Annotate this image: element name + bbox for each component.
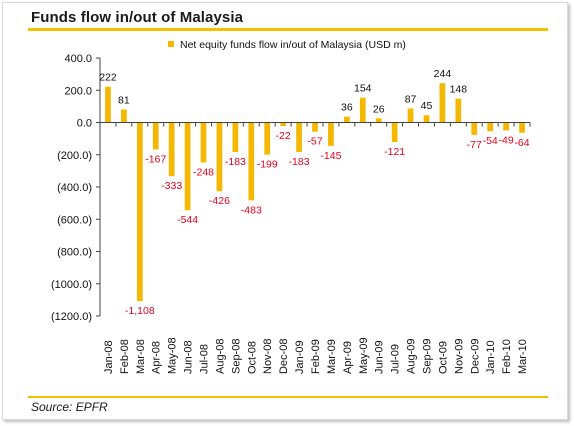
y-tick-label: (200.0): [57, 150, 92, 162]
data-label: -22: [276, 130, 291, 142]
x-tick-label: Jun-09: [374, 340, 386, 374]
x-tick-label: Jan-08: [103, 340, 115, 374]
bar: [280, 122, 287, 127]
bar: [312, 122, 318, 132]
data-label: -544: [177, 214, 198, 226]
bar: [121, 109, 127, 123]
x-tick-label: Jan-10: [485, 340, 497, 374]
x-tick-label: Aug-08: [214, 339, 226, 374]
data-label: -77: [467, 139, 482, 151]
x-tick-label: Oct-09: [437, 341, 449, 374]
data-label: -1,108: [125, 305, 155, 317]
x-tick-label: Feb-09: [310, 339, 322, 374]
x-tick-label: Sep-08: [230, 339, 242, 374]
data-label: -333: [161, 180, 182, 192]
data-label: -64: [514, 137, 529, 149]
data-label: -54: [483, 135, 498, 147]
x-tick-label: Feb-08: [119, 339, 131, 374]
title-divider: [28, 28, 548, 31]
x-tick-label: Jan-09: [294, 340, 306, 374]
x-tick-label: Aug-09: [406, 339, 418, 374]
bar: [248, 122, 255, 201]
x-tick-label: Nov-09: [453, 339, 465, 374]
data-label: -248: [193, 166, 214, 178]
bar: [519, 122, 525, 133]
bar: [503, 122, 509, 131]
data-label: 148: [450, 84, 468, 96]
bar: [264, 122, 271, 155]
y-tick-label: (1000.0): [51, 279, 92, 291]
x-tick-label: Jun-08: [183, 340, 195, 374]
x-tick-label: Jul-08: [199, 344, 211, 374]
bar: [407, 108, 414, 123]
x-tick-label: May-09: [358, 337, 370, 374]
x-tick-label: May-08: [167, 337, 179, 374]
bar: [168, 122, 175, 177]
data-label: -167: [145, 153, 166, 165]
bar: [216, 122, 223, 192]
data-label: 222: [99, 72, 117, 84]
bar: [296, 122, 302, 153]
y-tick-label: (600.0): [57, 214, 92, 226]
data-label: -121: [384, 146, 405, 158]
data-label: -57: [307, 136, 322, 148]
bar: [423, 115, 430, 123]
bar: [391, 122, 398, 143]
y-tick-label: 200.0: [64, 85, 92, 97]
bar: [343, 116, 350, 123]
page-title: Funds flow in/out of Malaysia: [31, 9, 244, 26]
chart-frame: [2, 2, 568, 420]
bar: [232, 122, 239, 153]
data-label: -49: [499, 134, 514, 146]
data-label: 45: [421, 100, 433, 112]
data-label: -199: [257, 159, 278, 171]
data-label: 81: [118, 94, 130, 106]
x-tick-label: Mar-08: [135, 339, 147, 374]
data-label: 26: [373, 103, 385, 115]
bar: [439, 83, 446, 123]
bar: [152, 122, 159, 150]
bar: [471, 122, 478, 135]
x-tick-label: Apr-09: [342, 341, 354, 374]
data-label: -145: [320, 150, 341, 162]
x-tick-label: Apr-08: [151, 341, 163, 374]
data-label: -483: [241, 204, 262, 216]
x-tick-label: Sep-09: [421, 339, 433, 374]
bar: [136, 122, 143, 302]
x-tick-label: Nov-08: [262, 339, 274, 374]
x-tick-label: Dec-08: [278, 339, 290, 374]
bar: [328, 122, 334, 146]
x-tick-label: Dec-09: [469, 339, 481, 374]
x-tick-label: Mar-10: [517, 339, 529, 374]
y-tick-label: (800.0): [57, 247, 92, 259]
data-label: 244: [434, 68, 452, 80]
x-tick-label: Mar-09: [326, 339, 338, 374]
source-note: Source: EPFR: [31, 400, 108, 414]
bar: [105, 86, 111, 123]
y-tick-label: 0.0: [77, 118, 92, 130]
data-label: -183: [225, 156, 246, 168]
y-tick-label: 400.0: [64, 53, 92, 65]
x-tick-label: Feb-10: [501, 339, 513, 374]
bar: [200, 122, 207, 163]
bar: [487, 122, 494, 132]
data-label: 154: [354, 83, 372, 95]
data-label: 87: [405, 93, 417, 105]
x-tick-label: Jul-09: [390, 344, 402, 374]
legend-swatch: [168, 41, 174, 47]
bar: [375, 118, 382, 123]
y-tick-label: (400.0): [57, 182, 92, 194]
y-tick-label: (1200.0): [51, 311, 92, 323]
bar: [359, 97, 366, 123]
legend-label: Net equity funds flow in/out of Malaysia…: [180, 39, 406, 51]
data-label: -426: [209, 195, 230, 207]
data-label: 36: [341, 102, 353, 114]
bar: [184, 122, 191, 211]
source-divider: [28, 396, 548, 398]
x-tick-label: Oct-08: [246, 341, 258, 374]
data-label: -183: [289, 156, 310, 168]
bar: [455, 98, 462, 123]
